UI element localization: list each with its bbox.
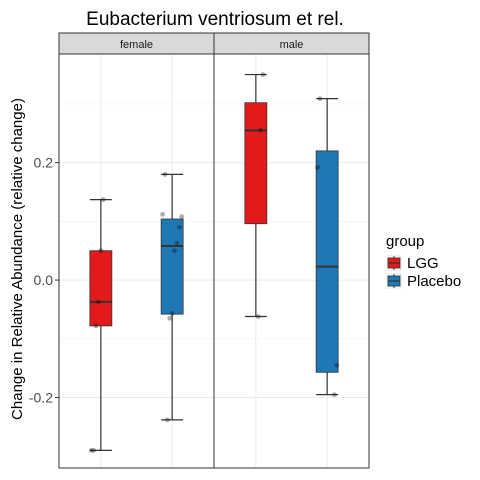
- data-point: [174, 240, 180, 246]
- y-axis-title: Change in Relative Abundance (relative c…: [9, 98, 26, 420]
- box-body: [244, 102, 268, 225]
- y-tick-label: 0.2: [34, 155, 54, 171]
- data-point: [160, 211, 165, 217]
- data-point: [169, 311, 175, 316]
- facet-panels: female male: [58, 32, 370, 469]
- facet-panel-female: female: [58, 32, 215, 469]
- box-lgg: [244, 72, 268, 319]
- facet-strip-label: male: [280, 39, 304, 51]
- panel-background: [59, 54, 214, 468]
- y-tick-label: -0.2: [29, 390, 53, 406]
- box-placebo: [160, 171, 185, 423]
- box-placebo: [315, 96, 340, 397]
- facet-panel-male: male: [213, 32, 370, 469]
- box-body: [160, 218, 184, 315]
- y-axis-ticks: -0.2 0.0 0.2: [29, 155, 59, 406]
- chart-title: Eubacterium ventriosum et rel.: [86, 9, 344, 30]
- data-point: [317, 96, 323, 102]
- data-point: [334, 362, 340, 368]
- legend-label: Placebo: [407, 273, 461, 290]
- data-point: [315, 164, 320, 170]
- data-point: [100, 197, 106, 203]
- legend-title: group: [386, 233, 424, 250]
- data-point: [164, 417, 170, 423]
- data-point: [176, 224, 182, 230]
- data-point: [258, 127, 264, 133]
- box-body: [89, 250, 113, 327]
- data-point: [98, 248, 104, 254]
- panel-border: [213, 53, 370, 469]
- facet-strip-label: female: [120, 39, 153, 51]
- data-point: [88, 447, 94, 453]
- box-lgg: [88, 197, 113, 453]
- box-body: [315, 150, 339, 373]
- data-point: [331, 392, 337, 397]
- data-point: [255, 314, 261, 319]
- data-point: [172, 248, 177, 254]
- data-point: [91, 447, 97, 453]
- data-point: [260, 72, 266, 77]
- legend-item-placebo: Placebo: [386, 273, 461, 290]
- data-point: [167, 315, 173, 321]
- y-tick-label: 0.0: [34, 272, 54, 288]
- panel-background: [214, 54, 369, 468]
- legend-label: LGG: [407, 255, 439, 272]
- data-point: [93, 323, 99, 329]
- legend-item-lgg: LGG: [386, 255, 439, 272]
- data-point: [179, 214, 185, 220]
- data-point: [96, 299, 101, 305]
- data-point: [162, 171, 168, 177]
